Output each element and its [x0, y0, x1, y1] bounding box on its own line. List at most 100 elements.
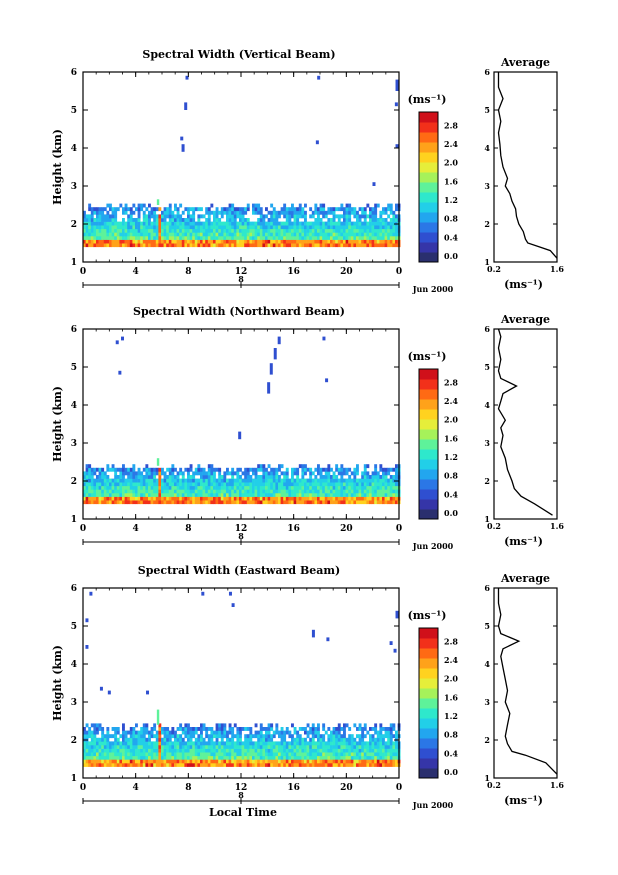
- heatmap-cell: [163, 759, 167, 764]
- heatmap-cell: [374, 493, 378, 497]
- heatmap-cell: [363, 475, 367, 479]
- heatmap-cell: [361, 225, 365, 230]
- heatmap-cell: [335, 748, 339, 753]
- heatmap-cell: [270, 748, 274, 753]
- heatmap-cell: [262, 763, 266, 767]
- heatmap-spike: [156, 199, 160, 205]
- heatmap-cell: [218, 239, 222, 244]
- heatmap-cell: [285, 493, 289, 497]
- heatmap-cell: [254, 478, 258, 483]
- heatmap-cell: [350, 737, 354, 742]
- heatmap-cell: [272, 748, 276, 753]
- heatmap-cell: [114, 755, 118, 760]
- heatmap-cell: [98, 207, 102, 212]
- heatmap-cell: [223, 228, 227, 233]
- heatmap-cell: [309, 471, 313, 476]
- heatmap-cell: [135, 745, 138, 749]
- heatmap-cell: [135, 493, 138, 497]
- heatmap-cell: [252, 467, 255, 472]
- heatmap-cell: [207, 210, 211, 215]
- heatmap-cell: [155, 741, 159, 746]
- heatmap-cell: [332, 752, 336, 757]
- heatmap-cell: [335, 236, 339, 240]
- heatmap-cell: [119, 496, 123, 501]
- heatmap-cell: [197, 225, 201, 230]
- heatmap-cell: [197, 467, 201, 472]
- heatmap-cell: [291, 228, 294, 233]
- heatmap-cell: [109, 763, 112, 767]
- heatmap-cell: [218, 741, 222, 746]
- heatmap-cell: [228, 478, 232, 483]
- heatmap-cell: [96, 210, 99, 215]
- heatmap-cell: [93, 482, 97, 487]
- heatmap-cell: [267, 496, 271, 501]
- heatmap-cell: [228, 210, 232, 215]
- heatmap-cell: [296, 225, 300, 230]
- heatmap-cell: [254, 239, 258, 244]
- heatmap-cell: [293, 730, 297, 735]
- heatmap-cell: [293, 236, 297, 240]
- heatmap-cell: [374, 745, 378, 749]
- heatmap-cell: [278, 730, 281, 735]
- heatmap-cell: [392, 225, 396, 230]
- heatmap-cell: [350, 745, 354, 749]
- heatmap-cell: [90, 496, 94, 501]
- average-y-label: 3: [484, 181, 490, 191]
- heatmap-cell: [142, 723, 146, 728]
- heatmap-cell: [254, 489, 258, 494]
- heatmap-cell: [184, 500, 188, 505]
- heatmap-cell: [233, 221, 237, 226]
- heatmap-cell: [252, 239, 255, 244]
- heatmap-cell: [228, 236, 232, 240]
- heatmap-cell: [226, 214, 229, 219]
- heatmap-cell: [278, 225, 281, 230]
- heatmap-cell: [129, 752, 133, 757]
- heatmap-cell: [129, 745, 133, 749]
- heatmap-cell: [265, 467, 268, 472]
- heatmap-cell: [223, 741, 227, 746]
- heatmap-cell: [114, 763, 118, 767]
- heatmap-cell: [166, 236, 170, 240]
- heatmap-cell: [350, 210, 354, 215]
- heatmap-cell: [371, 239, 375, 244]
- heatmap-cell: [176, 741, 180, 746]
- heatmap-cell: [101, 500, 105, 505]
- heatmap-cell: [288, 214, 292, 219]
- heatmap-cell: [109, 225, 112, 230]
- heatmap-cell: [101, 221, 105, 226]
- heatmap-cell: [163, 218, 167, 222]
- heatmap-cell: [184, 243, 188, 248]
- heatmap-cell: [311, 232, 315, 237]
- heatmap-cell: [278, 485, 281, 490]
- heatmap-cell: [236, 759, 240, 764]
- heatmap-cell: [129, 471, 133, 476]
- heatmap-cell: [293, 239, 297, 244]
- heatmap-cell: [90, 218, 94, 222]
- heatmap-cell: [262, 734, 266, 739]
- heatmap-cell: [109, 214, 112, 219]
- heatmap-cell: [389, 745, 393, 749]
- heatmap-cell: [285, 727, 289, 731]
- heatmap-cell: [371, 737, 375, 742]
- heatmap-cell: [293, 471, 297, 476]
- heatmap-cell: [93, 232, 97, 237]
- heatmap-cell: [384, 467, 388, 472]
- heatmap-cell: [293, 221, 297, 226]
- y-tick-label: 1: [71, 258, 77, 268]
- heatmap-cell: [389, 485, 393, 490]
- heatmap-cell: [189, 752, 193, 757]
- heatmap-cell: [324, 485, 328, 490]
- heatmap-cell: [309, 741, 313, 746]
- heatmap-cell: [200, 734, 203, 739]
- heatmap-cell: [109, 752, 112, 757]
- heatmap-cell: [142, 467, 146, 472]
- heatmap-cell: [246, 478, 250, 483]
- heatmap-cell: [176, 482, 180, 487]
- heatmap-cell: [142, 734, 146, 739]
- heatmap-cell: [127, 741, 131, 746]
- heatmap-cell: [382, 221, 385, 226]
- heatmap-cell: [158, 214, 162, 219]
- heatmap-cell: [179, 489, 183, 494]
- heatmap-cell: [218, 218, 222, 222]
- heatmap-cell: [340, 236, 344, 240]
